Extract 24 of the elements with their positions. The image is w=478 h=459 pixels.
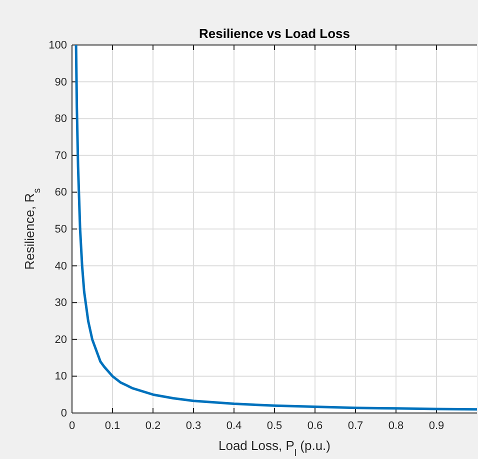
x-tick-label: 0.1: [104, 420, 120, 432]
y-tick-label: 10: [54, 370, 67, 383]
x-axis-title: Load Loss, P$_{l}$ (p.u.): [218, 438, 331, 458]
y-tick-label: 30: [54, 297, 67, 310]
y-tick-label: 90: [54, 76, 67, 88]
x-tick-label: 0.5: [266, 420, 282, 432]
chart-title: Resilience vs Load Loss: [198, 26, 350, 41]
x-tick-label: 0.4: [226, 420, 242, 432]
line-series: [74, 44, 478, 411]
y-tick-label: 40: [54, 260, 67, 272]
y-tick-label: 100: [48, 40, 67, 52]
x-tick-label: 0.2: [145, 420, 161, 432]
x-tick-label: 0.3: [186, 420, 202, 432]
x-tick-label: 0.7: [348, 420, 364, 432]
y-tick-label: 20: [54, 334, 67, 346]
y-tick-label: 60: [54, 186, 67, 199]
y-tick-label: 80: [54, 113, 67, 126]
y-tick-label: 70: [54, 150, 67, 162]
x-tick-label: 0: [68, 420, 76, 432]
x-tick-label: 0.6: [307, 420, 323, 432]
x-tick-label: 0.9: [428, 420, 444, 432]
y-tick-label: 0: [60, 408, 67, 420]
y-tick-label: 50: [54, 224, 67, 236]
x-tick-label: 0.8: [388, 420, 404, 432]
